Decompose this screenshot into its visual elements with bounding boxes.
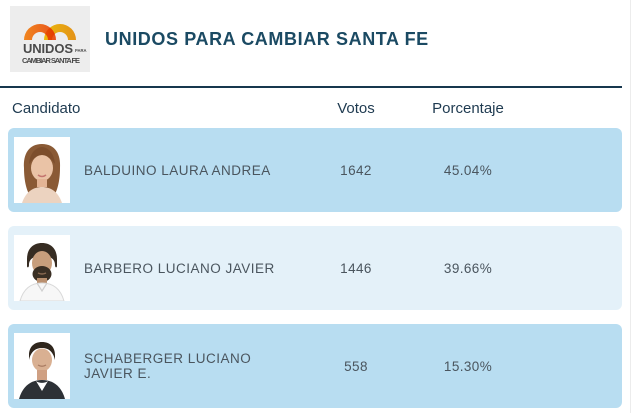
candidate-cell: SCHABERGER LUCIANO JAVIER E. [8, 333, 300, 399]
page-title: UNIDOS PARA CAMBIAR SANTA FE [105, 28, 429, 49]
logo-arch-right [44, 24, 76, 40]
man-beard-portrait-icon [14, 235, 70, 301]
candidate-row: SCHABERGER LUCIANO JAVIER E. 558 15.30% [8, 324, 622, 408]
logo-text-tagline: CAMBIAR SANTA FE [22, 56, 80, 65]
candidate-name: BARBERO LUCIANO JAVIER [84, 260, 275, 276]
woman-portrait-icon [14, 137, 70, 203]
page-header: UNIDOS PARA CAMBIAR SANTA FE UNIDOS PARA… [0, 0, 630, 72]
candidate-cell: BALDUINO LAURA ANDREA [8, 137, 300, 203]
candidate-votes: 1446 [340, 260, 372, 276]
candidate-percentage: 15.30% [443, 358, 493, 374]
col-header-candidato: Candidato [12, 99, 81, 117]
party-logo: UNIDOS PARA CAMBIAR SANTA FE [10, 6, 90, 72]
candidate-votes: 558 [344, 358, 368, 374]
candidate-percentage: 39.66% [443, 260, 493, 276]
candidate-name: BALDUINO LAURA ANDREA [84, 162, 271, 178]
header-divider [0, 86, 622, 88]
man-suit-portrait-icon [14, 333, 70, 399]
results-list: BALDUINO LAURA ANDREA 1642 45.04% [8, 128, 622, 408]
party-logo-graphic: UNIDOS PARA CAMBIAR SANTA FE [10, 6, 90, 72]
col-header-votos: Votos [337, 99, 375, 117]
candidate-name: SCHABERGER LUCIANO JAVIER E. [84, 351, 252, 381]
candidate-row: BALDUINO LAURA ANDREA 1642 45.04% [8, 128, 622, 212]
candidate-photo [14, 137, 70, 203]
logo-text-para: PARA [75, 48, 87, 53]
candidate-row: BARBERO LUCIANO JAVIER 1446 39.66% [8, 226, 622, 310]
candidate-photo [14, 235, 70, 301]
table-header: Candidato Votos Porcentaje [8, 88, 622, 128]
candidate-percentage: 45.04% [443, 162, 493, 178]
candidate-photo [14, 333, 70, 399]
col-header-porcentaje: Porcentaje [432, 99, 504, 117]
candidate-votes: 1642 [340, 162, 372, 178]
candidate-cell: BARBERO LUCIANO JAVIER [8, 235, 300, 301]
logo-text-unidos: UNIDOS [23, 41, 73, 56]
